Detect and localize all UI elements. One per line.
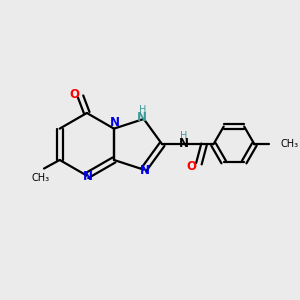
Text: O: O xyxy=(69,88,79,101)
Text: CH₃: CH₃ xyxy=(32,172,50,183)
Text: H: H xyxy=(180,131,187,141)
Text: N: N xyxy=(83,170,93,183)
Text: O: O xyxy=(187,160,197,173)
Text: N: N xyxy=(140,164,150,177)
Text: CH₃: CH₃ xyxy=(280,139,298,149)
Text: N: N xyxy=(110,116,119,129)
Text: H: H xyxy=(139,105,146,116)
Text: N: N xyxy=(137,111,147,124)
Text: N: N xyxy=(178,137,188,150)
